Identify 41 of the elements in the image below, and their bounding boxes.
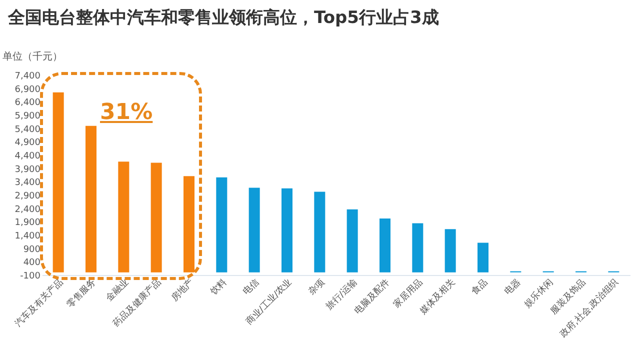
y-tick-label: 900 bbox=[23, 244, 41, 255]
y-tick-label: 2,900 bbox=[14, 192, 41, 202]
x-tick-label: 杂项 bbox=[306, 276, 327, 298]
bar bbox=[412, 223, 424, 272]
y-axis-title: 单位（千元） bbox=[2, 50, 62, 62]
x-tick-label: 金融业 bbox=[104, 276, 131, 304]
bar bbox=[314, 192, 326, 272]
y-tick-label: 2,400 bbox=[14, 204, 41, 215]
x-tick-label: 电器 bbox=[502, 276, 523, 298]
bar bbox=[478, 242, 488, 272]
bar bbox=[86, 126, 96, 272]
y-tick-label: 1,900 bbox=[14, 218, 41, 228]
x-tick-label: 房地产 bbox=[169, 276, 196, 304]
bar bbox=[248, 188, 260, 272]
bar bbox=[216, 177, 228, 272]
x-tick-label: 零售服务 bbox=[64, 276, 98, 310]
bar bbox=[184, 176, 194, 272]
y-tick-label: 4,400 bbox=[14, 152, 41, 162]
y-tick-label: -100 bbox=[20, 272, 41, 282]
bar bbox=[282, 188, 292, 272]
y-tick-label: 6,900 bbox=[14, 84, 41, 95]
bar bbox=[52, 92, 64, 272]
bar bbox=[118, 162, 130, 272]
y-tick-label: 4,900 bbox=[14, 138, 41, 148]
y-tick-label: 1,400 bbox=[14, 232, 41, 242]
x-tick-label: 电信 bbox=[240, 276, 262, 298]
y-tick-label: 5,400 bbox=[14, 124, 41, 135]
y-tick-label: 7,400 bbox=[14, 72, 41, 82]
bar bbox=[150, 162, 162, 272]
y-tick-label: 3,400 bbox=[14, 178, 41, 188]
y-tick-label: 6,400 bbox=[14, 98, 41, 108]
y-tick-label: 400 bbox=[23, 258, 41, 268]
bar bbox=[346, 209, 358, 272]
y-tick-label: 3,900 bbox=[14, 164, 41, 175]
x-tick-label: 饮料 bbox=[208, 276, 229, 298]
x-tick-label: 食品 bbox=[470, 276, 490, 298]
bar bbox=[444, 229, 456, 272]
y-tick-label: 5,900 bbox=[14, 112, 41, 122]
annotation: 31% bbox=[100, 100, 153, 125]
bar bbox=[380, 218, 390, 272]
chart-title: 全国电台整体中汽车和零售业领衔高位，Top5行业占3成 bbox=[8, 7, 439, 29]
